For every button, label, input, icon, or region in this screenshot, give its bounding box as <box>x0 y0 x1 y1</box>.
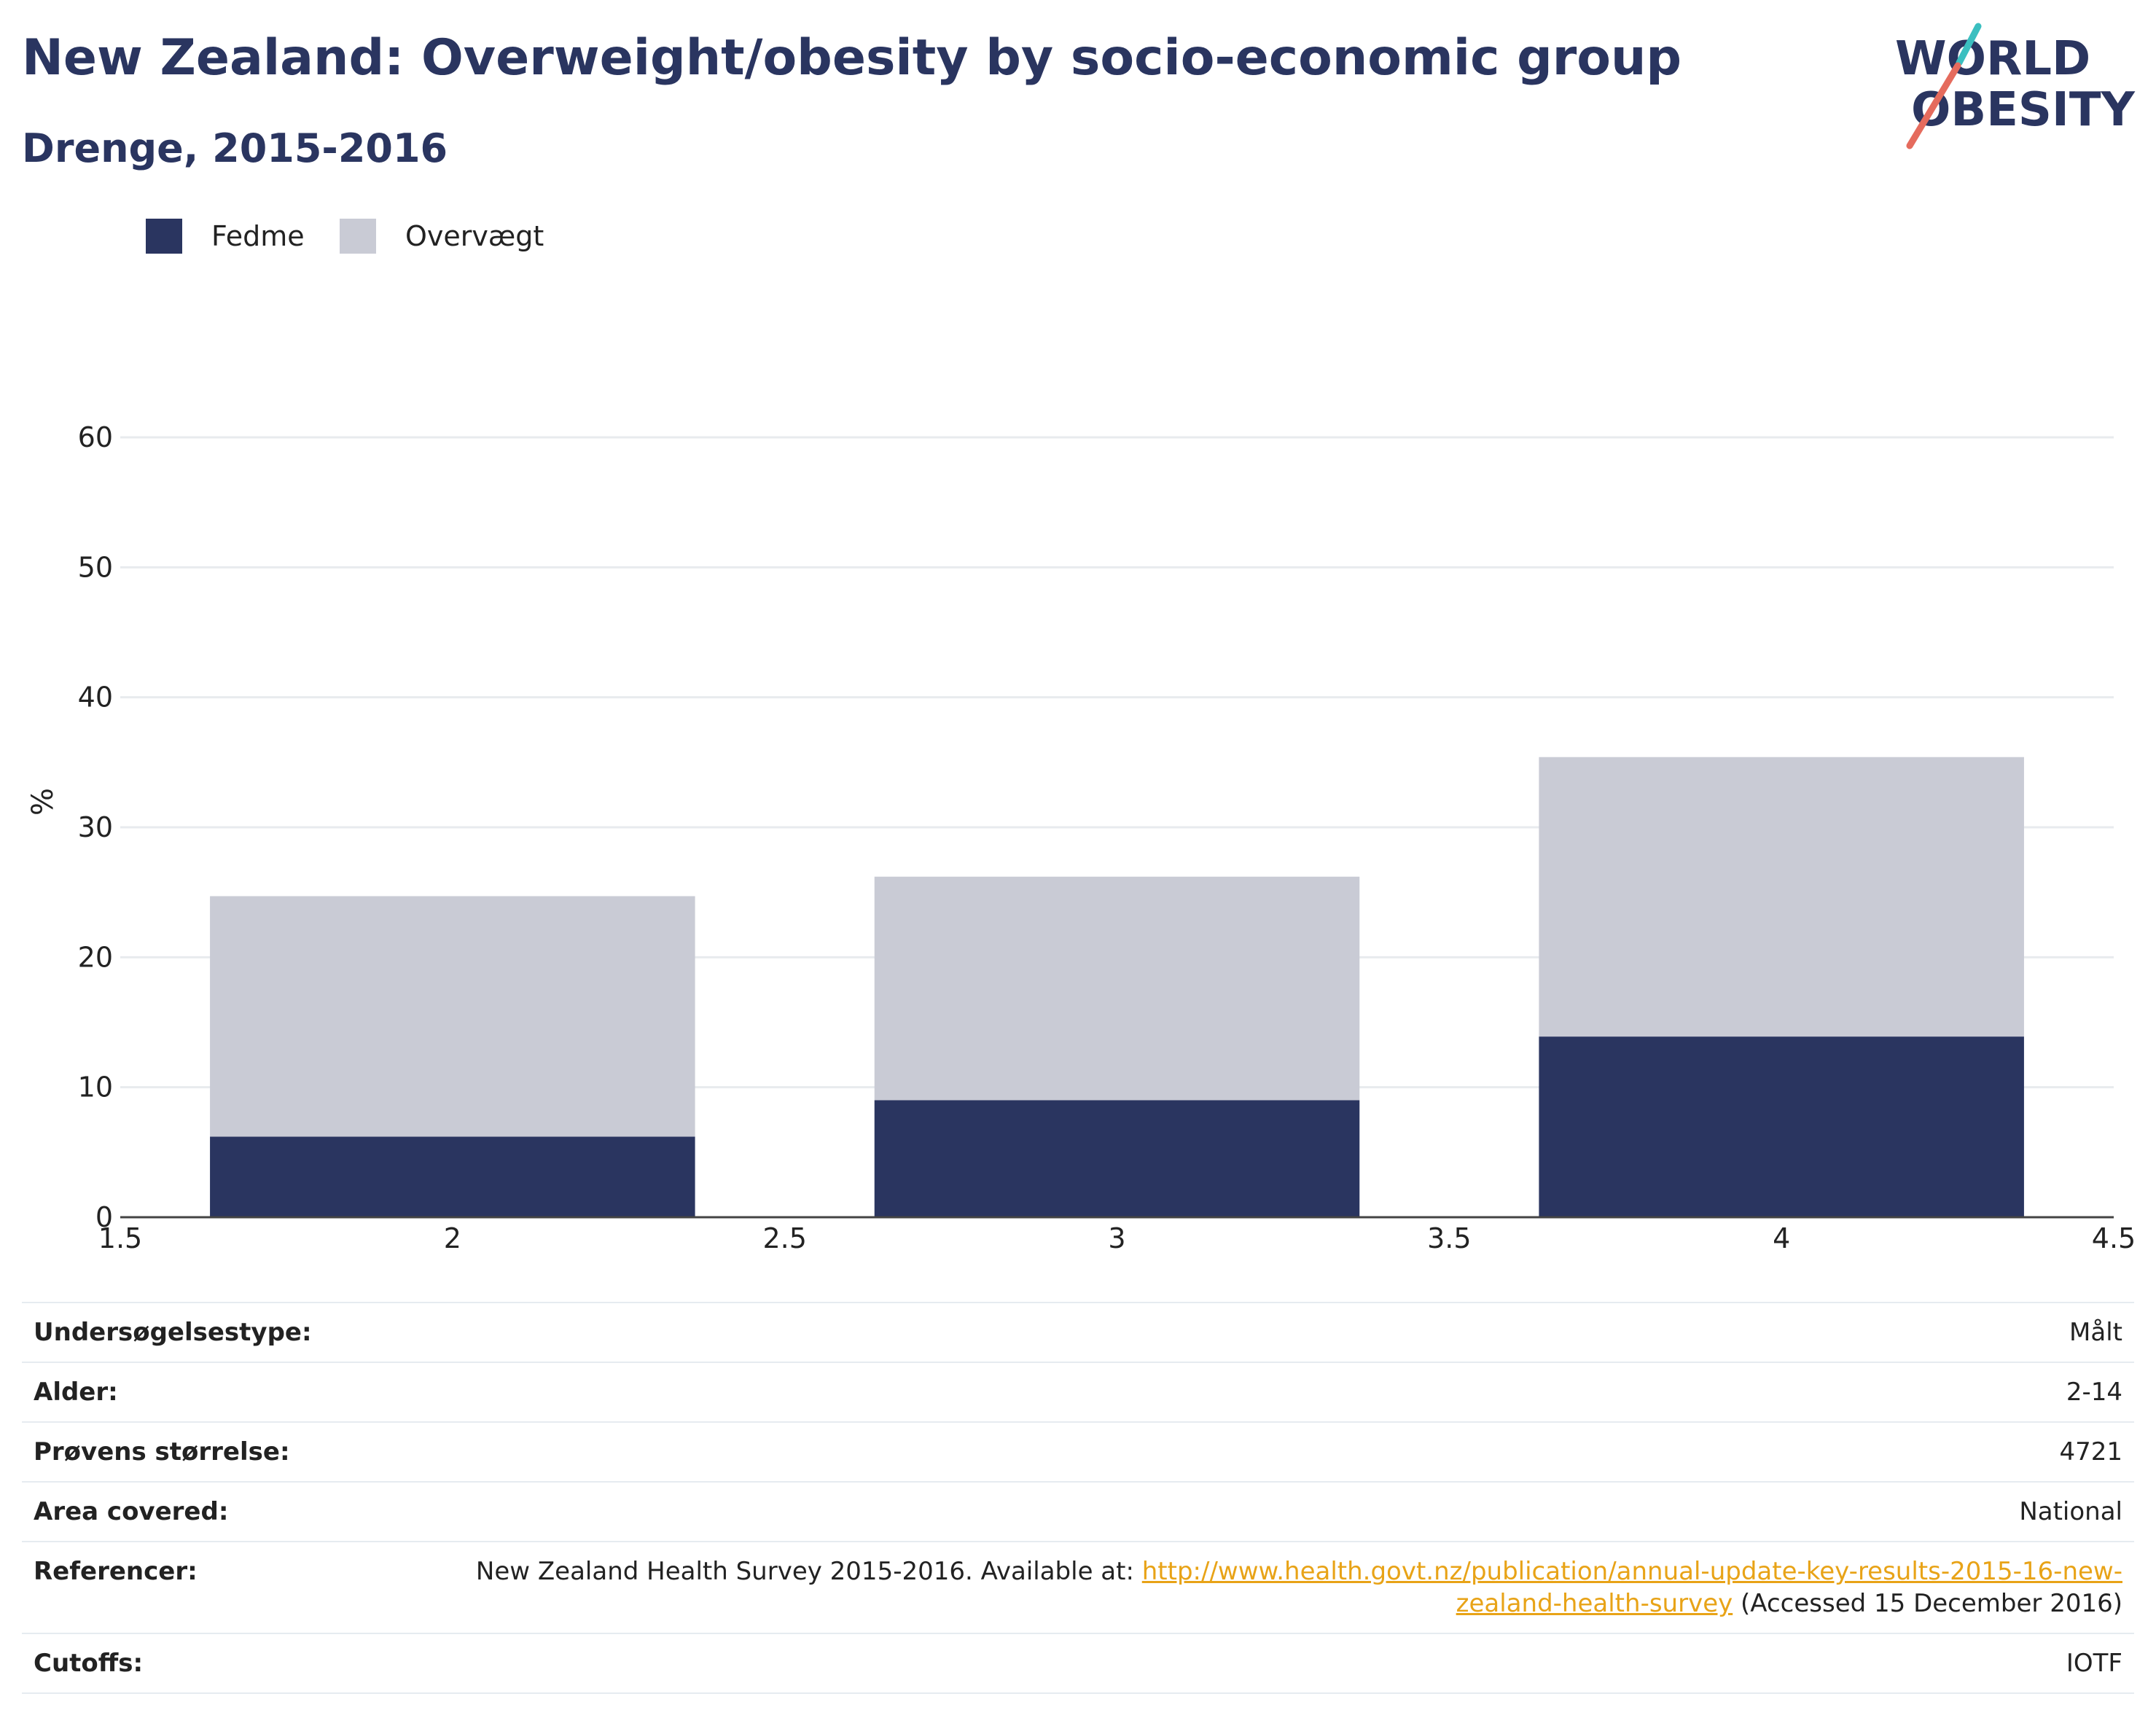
y-tick-label: 10 <box>78 1071 113 1104</box>
chart-subtitle: Drenge, 2015-2016 <box>22 125 448 171</box>
info-value: 2-14 <box>2066 1378 2122 1407</box>
info-value: Målt <box>2069 1318 2122 1347</box>
info-row-cutoffs: Cutoffs: IOTF <box>22 1633 2134 1694</box>
x-tick-label: 4 <box>1773 1222 1790 1254</box>
info-value: 4721 <box>2059 1437 2122 1467</box>
info-value: National <box>2019 1497 2122 1526</box>
bars <box>210 757 2024 1217</box>
world-obesity-logo: WORLD OBESITY <box>1895 23 2135 149</box>
chart-title: New Zealand: Overweight/obesity by socio… <box>22 29 1682 87</box>
info-table: Undersøgelsestype: Målt Alder: 2-14 Prøv… <box>22 1302 2134 1694</box>
info-row-age: Alder: 2-14 <box>22 1362 2134 1421</box>
references-accessed-text: (Accessed 15 December 2016) <box>1733 1589 2122 1618</box>
x-tick-label: 4.5 <box>2092 1222 2136 1254</box>
info-label: Area covered: <box>34 1497 229 1526</box>
info-row-survey-type: Undersøgelsestype: Målt <box>22 1302 2134 1362</box>
x-tick-label: 3 <box>1108 1222 1125 1254</box>
y-axis-label: % <box>26 788 60 816</box>
info-label: Cutoffs: <box>34 1649 144 1678</box>
bar-fedme-2[interactable] <box>210 1136 695 1217</box>
legend-item-fedme[interactable]: Fedme <box>146 217 305 255</box>
bar-overvaegt-3[interactable] <box>874 876 1360 1101</box>
logo-slash-teal <box>1956 23 1982 66</box>
bar-overvaegt-2[interactable] <box>210 896 695 1137</box>
references-text: New Zealand Health Survey 2015-2016. Ava… <box>475 1557 1142 1586</box>
bar-fedme-4[interactable] <box>1539 1036 2024 1217</box>
x-tick-label: 3.5 <box>1427 1222 1471 1254</box>
y-tick-label: 50 <box>78 551 113 583</box>
y-tick-labels: 0 10 20 30 40 50 60 <box>78 421 113 1233</box>
logo-text-world: WORLD <box>1895 32 2090 86</box>
bar-fedme-3[interactable] <box>874 1100 1360 1218</box>
info-row-sample-size: Prøvens størrelse: 4721 <box>22 1421 2134 1481</box>
references-value: New Zealand Health Survey 2015-2016. Ava… <box>476 1555 2122 1620</box>
logo-slash-coral <box>1906 62 1961 149</box>
bar-chart: 0 10 20 30 40 50 60 1.5 2 2.5 3 3.5 4 4.5 % <box>26 421 2136 1254</box>
info-row-references: Referencer: New Zealand Health Survey 20… <box>22 1541 2134 1633</box>
legend-label-fedme: Fedme <box>211 220 305 252</box>
legend-item-overvaegt[interactable]: Overvægt <box>340 217 544 255</box>
references-link[interactable]: http://www.health.govt.nz/publication/an… <box>1141 1557 2122 1586</box>
y-tick-label: 30 <box>78 811 113 843</box>
info-row-area-covered: Area covered: National <box>22 1481 2134 1541</box>
info-label: Prøvens størrelse: <box>34 1437 290 1467</box>
x-tick-label: 1.5 <box>98 1222 142 1254</box>
y-tick-label: 40 <box>78 682 113 714</box>
references-link-continued[interactable]: zealand-health-survey <box>1456 1589 1733 1618</box>
x-tick-label: 2 <box>444 1222 461 1254</box>
info-label: Referencer: <box>34 1557 198 1586</box>
info-label: Undersøgelsestype: <box>34 1318 312 1347</box>
y-tick-label: 20 <box>78 941 113 973</box>
legend-swatch-fedme <box>146 219 182 254</box>
logo-text-obesity: OBESITY <box>1911 83 2135 137</box>
x-tick-label: 2.5 <box>762 1222 806 1254</box>
y-tick-label: 0 <box>95 1201 113 1233</box>
x-tick-labels: 1.5 2 2.5 3 3.5 4 4.5 <box>98 1222 2136 1254</box>
legend-swatch-overvaegt <box>340 219 376 254</box>
info-value: IOTF <box>2066 1649 2122 1678</box>
legend-label-overvaegt: Overvægt <box>405 220 544 252</box>
bar-overvaegt-4[interactable] <box>1539 757 2024 1037</box>
info-label: Alder: <box>34 1378 118 1407</box>
y-tick-label: 60 <box>78 421 113 453</box>
